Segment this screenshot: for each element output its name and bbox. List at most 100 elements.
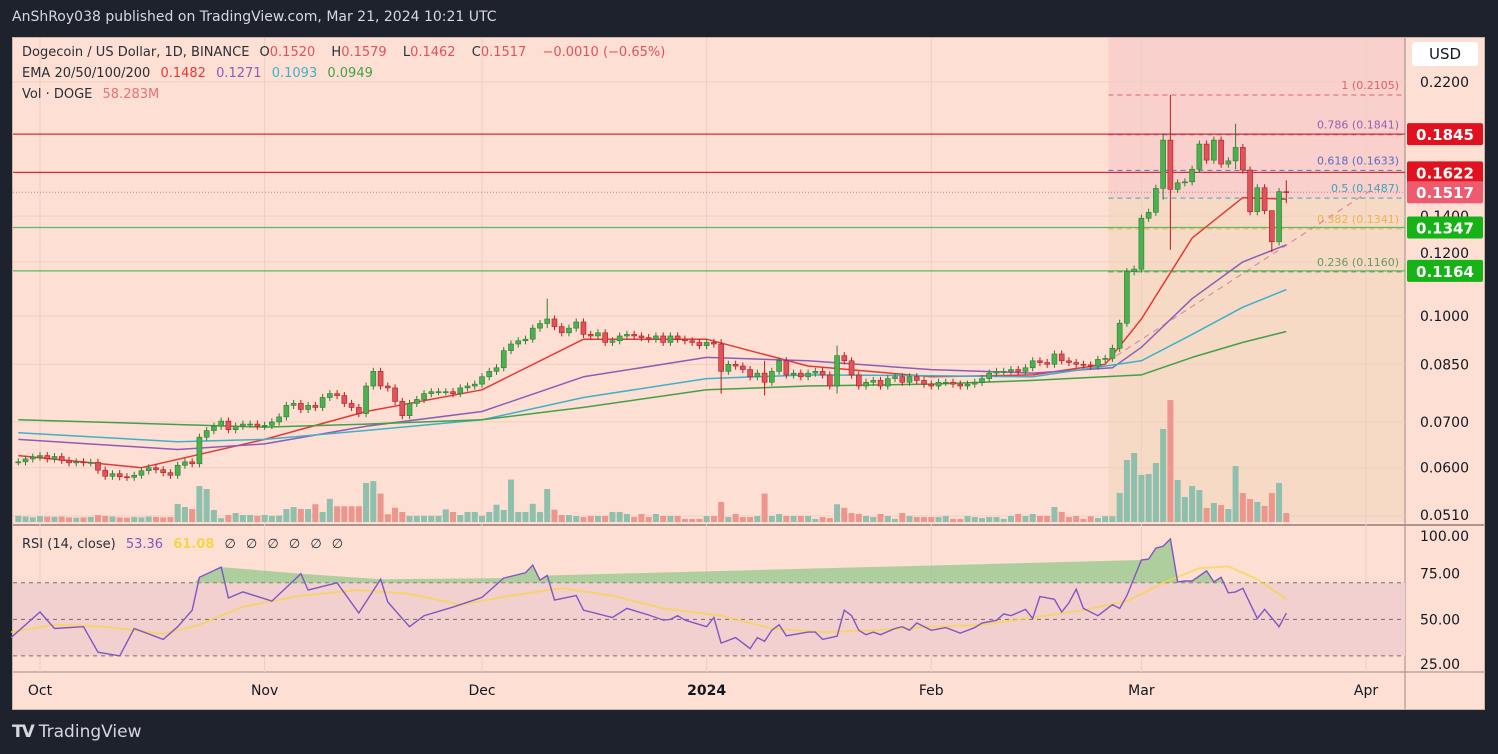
- candle-body: [153, 467, 159, 471]
- candle-body: [421, 393, 427, 400]
- candle-body: [769, 371, 775, 383]
- volume-bar: [921, 517, 928, 522]
- candle-body: [29, 456, 36, 460]
- candle-body: [442, 391, 449, 394]
- volume-bar: [399, 511, 406, 522]
- volume-bar: [681, 518, 688, 522]
- volume-bar: [254, 515, 261, 522]
- volume-bar: [1109, 516, 1116, 522]
- candle-body: [370, 371, 377, 387]
- symbol-name[interactable]: Dogecoin / US Dollar, 1D, BINANCE: [22, 45, 250, 60]
- volume-bar: [1189, 486, 1196, 522]
- time-tick-label: 2024: [687, 683, 726, 699]
- rsi-ma-line: [10, 565, 1287, 636]
- volume-bar: [1225, 509, 1232, 522]
- candle-body: [341, 395, 348, 404]
- low-value: 0.1462: [410, 45, 456, 60]
- candle-body: [428, 391, 435, 394]
- volume-bar: [1218, 505, 1225, 522]
- candle-body: [1022, 367, 1029, 372]
- volume-bar: [978, 517, 985, 522]
- volume-bar: [247, 515, 254, 522]
- candle-body: [587, 334, 594, 337]
- volume-bar: [94, 515, 101, 522]
- ema200-line: [18, 330, 1287, 428]
- volume-legend: Vol · DOGE 58.283M: [22, 87, 165, 102]
- volume-bar: [565, 515, 572, 522]
- volume-bar: [855, 513, 862, 522]
- candle-body: [602, 332, 608, 343]
- candle-body: [609, 340, 616, 343]
- candle-body: [1276, 191, 1282, 243]
- volume-bar: [283, 509, 290, 522]
- volume-bar: [1065, 517, 1072, 522]
- candle-body: [334, 393, 340, 396]
- fib-level-label: 0.618 (0.1633): [1317, 154, 1399, 167]
- candle-body: [790, 372, 797, 376]
- volume-bar: [616, 511, 623, 522]
- volume-label[interactable]: Vol · DOGE: [22, 87, 93, 102]
- volume-bar: [1145, 474, 1152, 522]
- candle-body: [312, 405, 319, 408]
- candle-body: [182, 461, 188, 466]
- candle-body: [225, 420, 232, 430]
- volume-bar: [37, 516, 43, 522]
- candle-body: [1232, 147, 1239, 162]
- volume-bar: [1276, 482, 1283, 522]
- price-tick-label: 0.1000: [1420, 309, 1469, 325]
- volume-bar: [355, 506, 362, 522]
- candle-body: [1283, 191, 1290, 193]
- volume-bar: [848, 513, 855, 522]
- volume-bar: [863, 515, 870, 522]
- tradingview-logo-icon: TV: [12, 722, 35, 742]
- ema50-value: 0.1271: [216, 66, 262, 81]
- open-value: 0.1520: [269, 45, 316, 60]
- volume-bar: [819, 517, 826, 522]
- candle-body: [218, 420, 224, 427]
- last-price-tag: [1407, 181, 1483, 204]
- footer-brand[interactable]: TV TradingView: [12, 722, 141, 742]
- volume-bar: [957, 518, 964, 522]
- candle-body: [1029, 360, 1036, 369]
- volume-bar: [841, 507, 848, 522]
- candle-body: [493, 367, 500, 372]
- candle-body: [1051, 353, 1058, 365]
- candle-body: [399, 401, 406, 416]
- volume-bar: [464, 511, 471, 522]
- volume-bar: [138, 517, 145, 522]
- volume-bar: [261, 515, 268, 522]
- rsi-label[interactable]: RSI (14, close): [22, 537, 116, 552]
- resistance-price-label: 0.1845: [1416, 126, 1474, 144]
- volume-bar: [1102, 516, 1109, 522]
- rsi-extra-2: ∅: [267, 537, 279, 552]
- candle-body: [160, 469, 166, 474]
- volume-bar: [1152, 463, 1159, 522]
- volume-bar: [594, 515, 601, 522]
- rsi-extra-4: ∅: [310, 537, 322, 552]
- candle-body: [566, 327, 572, 334]
- candle-body: [37, 455, 43, 458]
- candle-body: [1073, 362, 1079, 365]
- candle-body: [1131, 268, 1137, 272]
- volume-bar: [631, 517, 638, 522]
- volume-bar: [812, 518, 819, 522]
- volume-bar: [493, 504, 500, 522]
- volume-bar: [341, 506, 348, 522]
- price-tick-label: 0.0700: [1420, 415, 1469, 431]
- volume-bar: [776, 513, 783, 522]
- currency-button[interactable]: USD: [1412, 42, 1478, 66]
- volume-bar: [471, 511, 478, 522]
- volume-bar: [942, 515, 949, 522]
- volume-bar: [689, 518, 696, 522]
- candle-body: [486, 371, 493, 378]
- candle-body: [783, 360, 790, 376]
- volume-bar: [116, 517, 123, 522]
- volume-bar: [558, 515, 565, 522]
- candle-body: [537, 323, 543, 329]
- ema-label[interactable]: EMA 20/50/100/200: [22, 66, 151, 81]
- volume-bar: [500, 509, 507, 522]
- candle-body: [674, 335, 681, 340]
- low-label: L: [402, 45, 411, 60]
- candle-body: [1196, 143, 1203, 170]
